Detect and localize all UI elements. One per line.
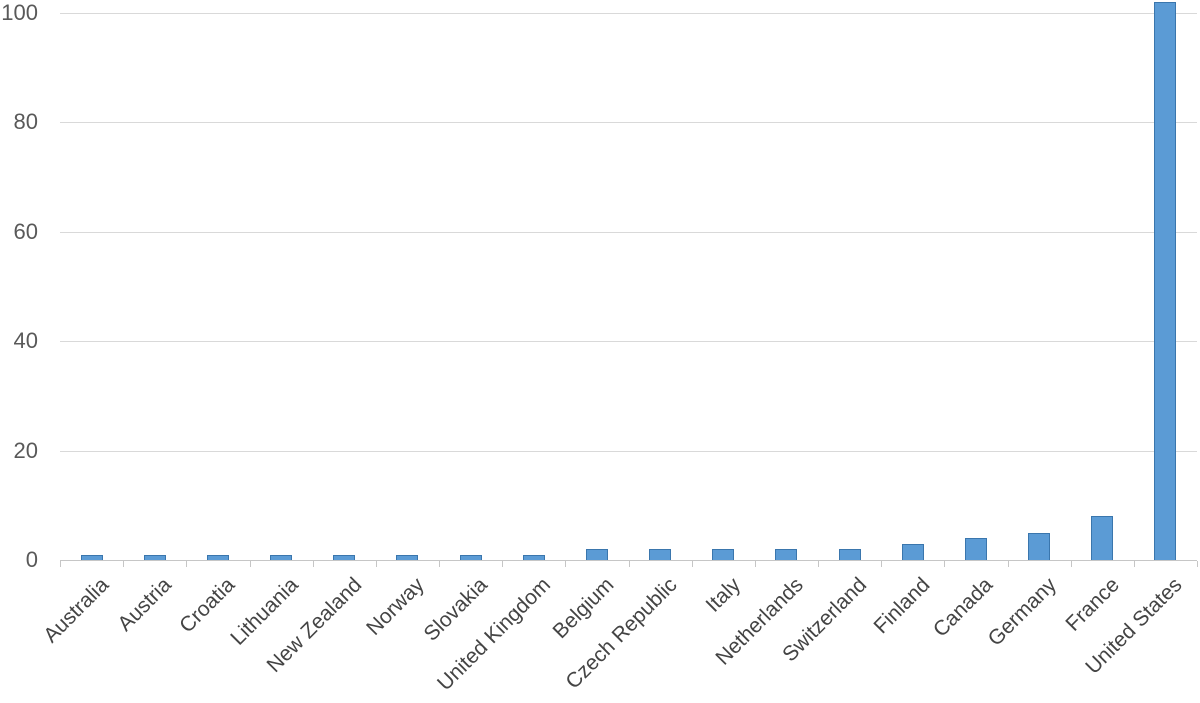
- x-axis-tick: [565, 561, 566, 567]
- y-tick-label: 20: [13, 438, 38, 463]
- y-tick-label: 100: [1, 0, 38, 25]
- x-axis-tick: [944, 561, 945, 567]
- x-axis-tick: [755, 561, 756, 567]
- x-category-label: Czech Republic: [561, 573, 682, 694]
- bar: [839, 549, 861, 560]
- x-category-label: Austria: [113, 573, 177, 636]
- y-tick-label: 0: [25, 547, 38, 572]
- x-axis-tick: [376, 561, 377, 567]
- x-axis-tick: [1071, 561, 1072, 567]
- bar: [207, 555, 229, 560]
- bar: [1028, 533, 1050, 560]
- y-tick-label: 60: [13, 219, 38, 244]
- x-axis-tick: [60, 561, 61, 567]
- bar: [144, 555, 166, 560]
- x-axis-tick: [186, 561, 187, 567]
- y-gridline: [60, 232, 1197, 233]
- bar: [586, 549, 608, 560]
- bar: [902, 544, 924, 560]
- x-category-label: Norway: [362, 573, 429, 640]
- bar: [396, 555, 418, 560]
- x-axis-tick: [313, 561, 314, 567]
- bar: [270, 555, 292, 560]
- y-gridline: [60, 451, 1197, 452]
- bar: [712, 549, 734, 560]
- y-tick-label: 80: [13, 109, 38, 134]
- x-category-label: Germany: [983, 573, 1061, 651]
- x-category-label: France: [1061, 573, 1124, 636]
- y-tick-label: 40: [13, 328, 38, 353]
- x-axis-tick: [818, 561, 819, 567]
- x-category-label: United Kingdom: [433, 573, 556, 696]
- x-axis-tick: [629, 561, 630, 567]
- x-category-label: Australia: [39, 573, 114, 648]
- bar: [1091, 516, 1113, 560]
- bar: [523, 555, 545, 560]
- x-axis-tick: [1134, 561, 1135, 567]
- x-axis-tick: [439, 561, 440, 567]
- bar: [965, 538, 987, 560]
- x-category-label: Finland: [869, 573, 935, 639]
- x-axis-tick: [692, 561, 693, 567]
- bar: [775, 549, 797, 560]
- y-gridline: [60, 341, 1197, 342]
- bar: [460, 555, 482, 560]
- bar: [81, 555, 103, 560]
- x-axis-tick: [1197, 561, 1198, 567]
- x-axis-tick: [250, 561, 251, 567]
- bar: [333, 555, 355, 560]
- bar: [1154, 2, 1176, 560]
- x-axis-line: [60, 560, 1197, 561]
- x-axis-tick: [123, 561, 124, 567]
- bar: [649, 549, 671, 560]
- x-axis-tick: [502, 561, 503, 567]
- x-axis-tick: [1008, 561, 1009, 567]
- y-gridline: [60, 13, 1197, 14]
- y-gridline: [60, 122, 1197, 123]
- x-category-label: Italy: [701, 573, 745, 617]
- x-axis-tick: [881, 561, 882, 567]
